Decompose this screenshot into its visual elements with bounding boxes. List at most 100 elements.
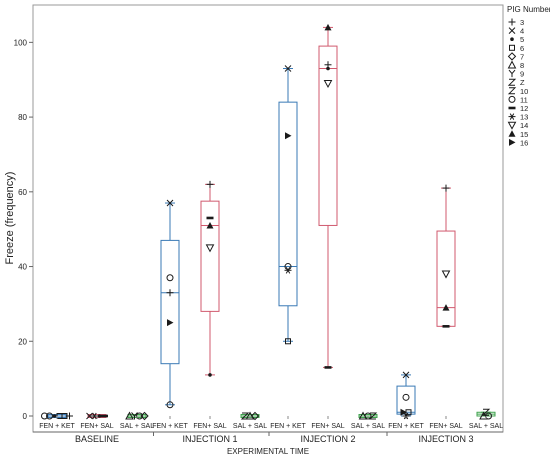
data-point-dot	[97, 414, 102, 418]
legend-entry-label: 6	[520, 44, 524, 53]
legend-entry-label: 8	[520, 61, 524, 70]
triangle-right	[167, 319, 174, 327]
data-point-Z	[240, 412, 250, 420]
data-point-triangle-right	[167, 319, 174, 327]
box-iqr	[160, 239, 180, 365]
plot-frame	[32, 4, 504, 433]
dash	[206, 216, 214, 220]
circle	[166, 401, 174, 409]
square	[405, 409, 412, 416]
condition-label: FEN + KET	[388, 423, 424, 430]
data-point-circle	[46, 412, 53, 420]
triangle-open	[125, 411, 134, 420]
data-point-circle	[41, 412, 48, 420]
asterisk-arm	[285, 267, 291, 274]
data-point-square	[285, 338, 291, 345]
data-point-asterisk	[284, 267, 292, 274]
data-point-+	[166, 289, 174, 297]
condition-label: FEN+ SAL	[311, 423, 344, 430]
box-iqr	[200, 200, 220, 312]
data-point-dash	[508, 106, 516, 110]
legend-entry-label: 11	[520, 95, 528, 104]
group-label: INJECTION 2	[300, 434, 355, 444]
y-tick-label: 0	[23, 412, 28, 421]
data-point-Y	[508, 69, 516, 78]
legend-entry-label: 4	[520, 27, 524, 36]
triangle-down	[323, 79, 333, 89]
circle	[41, 412, 48, 420]
data-point-square	[509, 44, 515, 51]
data-point-triangle-up	[508, 130, 516, 137]
data-point-diamond	[507, 52, 517, 61]
triangle-right	[285, 132, 292, 140]
triangle-down	[205, 244, 215, 253]
z-shape	[507, 78, 517, 86]
legend-entry-label: Z	[520, 78, 525, 87]
data-point-triangle-right	[285, 132, 292, 140]
data-point-x	[284, 65, 292, 72]
data-point-triangle-right	[509, 138, 516, 146]
circle	[508, 95, 516, 103]
triangle-up	[206, 221, 214, 229]
data-point-dash	[324, 366, 332, 369]
y-tick-label: 20	[18, 337, 27, 346]
x-b	[402, 371, 410, 379]
data-point-dash	[101, 414, 108, 418]
condition-label: FEN+ SAL	[193, 423, 226, 430]
group-label: INJECTION 1	[182, 434, 237, 444]
legend-entry-label: 14	[520, 121, 528, 130]
dash	[101, 414, 108, 418]
data-point-triangle-down	[205, 244, 215, 253]
data-point-x	[86, 412, 93, 420]
triangle-down	[507, 121, 517, 130]
dash	[508, 106, 516, 110]
data-point-x	[402, 371, 410, 379]
data-point-triangle-up	[324, 23, 332, 31]
z-shape	[240, 412, 250, 420]
square	[509, 44, 515, 51]
legend-entry-label: 3	[520, 18, 524, 27]
data-point-triangle-down	[323, 79, 333, 89]
box-iqr	[318, 45, 338, 226]
data-point-dot	[510, 37, 514, 41]
data-point-triangle-up	[206, 221, 214, 229]
condition-label: FEN + KET	[270, 423, 306, 430]
diamond	[507, 52, 517, 61]
data-point-+	[508, 18, 516, 26]
x-axis-label: EXPERIMENTAL TIME	[227, 447, 309, 456]
legend-entry-label: 15	[520, 130, 528, 139]
condition-label: FEN + KET	[39, 423, 75, 430]
condition-label: FEN + KET	[152, 423, 188, 430]
triangle-open	[507, 60, 517, 69]
diamond	[250, 411, 260, 421]
square	[285, 338, 291, 345]
data-point-dot	[208, 373, 212, 377]
circle	[166, 274, 174, 282]
data-point-circle	[166, 401, 174, 409]
dot	[510, 37, 514, 41]
data-point-Y	[131, 412, 138, 420]
legend-entry-label: 13	[520, 113, 528, 122]
data-point-triangle-down	[441, 270, 451, 279]
legend-entry-label: 9	[520, 70, 524, 79]
x-b	[508, 27, 516, 34]
data-point-circle	[402, 393, 410, 401]
data-point-triangle-open	[125, 411, 134, 420]
group-label: INJECTION 3	[418, 434, 473, 444]
data-point-+	[66, 412, 73, 420]
data-point-dot	[52, 414, 57, 418]
condition-label: SAL + SAL	[351, 423, 385, 430]
y-tick-label: 80	[18, 113, 27, 122]
data-point-Z	[507, 78, 517, 86]
data-point-dash	[206, 216, 214, 220]
legend-entry-label: 5	[520, 35, 524, 44]
asterisk-arm	[92, 412, 97, 420]
data-point-diamond	[250, 411, 260, 421]
y-arms	[508, 69, 516, 75]
triangle-up	[324, 23, 332, 31]
z-shape	[507, 87, 517, 95]
data-point-circle	[166, 274, 174, 282]
diamond	[140, 411, 149, 421]
y-tick-label: 40	[18, 263, 27, 272]
